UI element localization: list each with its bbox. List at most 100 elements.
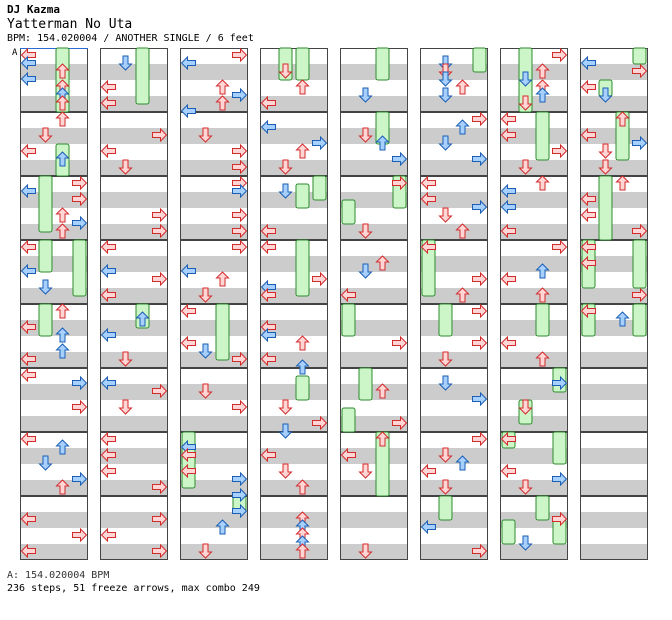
down-arrow [438, 375, 453, 391]
measure-box [20, 240, 88, 304]
beat-stripe [500, 128, 568, 144]
beat-stripe [340, 448, 408, 464]
beat-stripe [100, 224, 168, 240]
right-arrow [232, 87, 248, 103]
beat-stripe [580, 256, 648, 272]
chart-column [100, 48, 168, 560]
right-arrow [632, 135, 648, 151]
up-arrow [295, 335, 310, 351]
measure-box [180, 240, 248, 304]
down-arrow [438, 87, 453, 103]
down-arrow [38, 455, 53, 471]
freeze-arrow [341, 407, 356, 433]
beat-stripe [180, 512, 248, 528]
up-arrow [295, 543, 310, 559]
left-arrow [260, 119, 276, 135]
up-arrow [615, 175, 630, 191]
up-arrow [375, 135, 390, 151]
beat-stripe [340, 480, 408, 496]
measure-box [180, 176, 248, 240]
down-arrow [358, 463, 373, 479]
beat-stripe [340, 128, 408, 144]
right-arrow [472, 199, 488, 215]
chart-column [340, 48, 408, 560]
measure-box [340, 48, 408, 112]
beat-stripe [180, 288, 248, 304]
artist-name: DJ Kazma [7, 3, 60, 16]
beat-stripe [100, 160, 168, 176]
chart-info: BPM: 154.020004 / ANOTHER SINGLE / 6 fee… [7, 33, 254, 44]
right-arrow [472, 391, 488, 407]
freeze-arrow [535, 303, 550, 337]
beat-stripe [180, 416, 248, 432]
up-arrow [535, 263, 550, 279]
measure-box [180, 304, 248, 368]
measure-box [420, 112, 488, 176]
freeze-arrow [215, 303, 230, 361]
measure-box [260, 368, 328, 432]
up-arrow [375, 255, 390, 271]
freeze-arrow [295, 375, 310, 401]
measure-box [180, 432, 248, 496]
freeze-arrow [72, 239, 87, 297]
freeze-arrow [421, 239, 436, 297]
measure-box [340, 240, 408, 304]
left-arrow [500, 127, 516, 143]
left-arrow [500, 463, 516, 479]
step-stats: 236 steps, 51 freeze arrows, max combo 2… [7, 583, 260, 594]
left-arrow [580, 191, 596, 207]
beat-stripe [500, 192, 568, 208]
beat-stripe [20, 544, 88, 560]
right-arrow [632, 63, 648, 79]
beat-stripe [580, 544, 648, 560]
beat-stripe [580, 160, 648, 176]
measure-box [580, 432, 648, 496]
beat-stripe [100, 544, 168, 560]
down-arrow [278, 399, 293, 415]
measure-box [500, 432, 568, 496]
measure-box [180, 496, 248, 560]
beat-stripe [20, 480, 88, 496]
left-arrow [500, 183, 516, 199]
beat-stripe [100, 96, 168, 112]
left-arrow [580, 127, 596, 143]
right-arrow [552, 511, 568, 527]
beat-stripe [100, 416, 168, 432]
beat-stripe [580, 96, 648, 112]
right-arrow [392, 151, 408, 167]
freeze-arrow [438, 495, 453, 521]
right-arrow [552, 143, 568, 159]
beat-stripe [420, 448, 488, 464]
measure-box [580, 304, 648, 368]
measure-box [500, 368, 568, 432]
down-arrow [438, 207, 453, 223]
measure-box [20, 304, 88, 368]
down-arrow [278, 463, 293, 479]
right-arrow [152, 223, 168, 239]
left-arrow [420, 175, 436, 191]
right-arrow [72, 527, 88, 543]
right-arrow [472, 303, 488, 319]
measure-box [100, 368, 168, 432]
down-arrow [38, 279, 53, 295]
right-arrow [232, 351, 248, 367]
beat-stripe [340, 192, 408, 208]
up-arrow [535, 351, 550, 367]
freeze-arrow [312, 175, 327, 201]
left-arrow [180, 335, 196, 351]
up-arrow [535, 175, 550, 191]
measure-box [180, 112, 248, 176]
right-arrow [72, 175, 88, 191]
up-arrow [55, 207, 70, 223]
right-arrow [472, 271, 488, 287]
up-arrow [535, 87, 550, 103]
right-arrow [472, 111, 488, 127]
beat-stripe [100, 384, 168, 400]
right-arrow [232, 207, 248, 223]
left-arrow [100, 95, 116, 111]
right-arrow [232, 399, 248, 415]
freeze-arrow [632, 239, 647, 289]
beat-stripe [100, 320, 168, 336]
down-arrow [598, 159, 613, 175]
left-arrow [420, 239, 436, 255]
